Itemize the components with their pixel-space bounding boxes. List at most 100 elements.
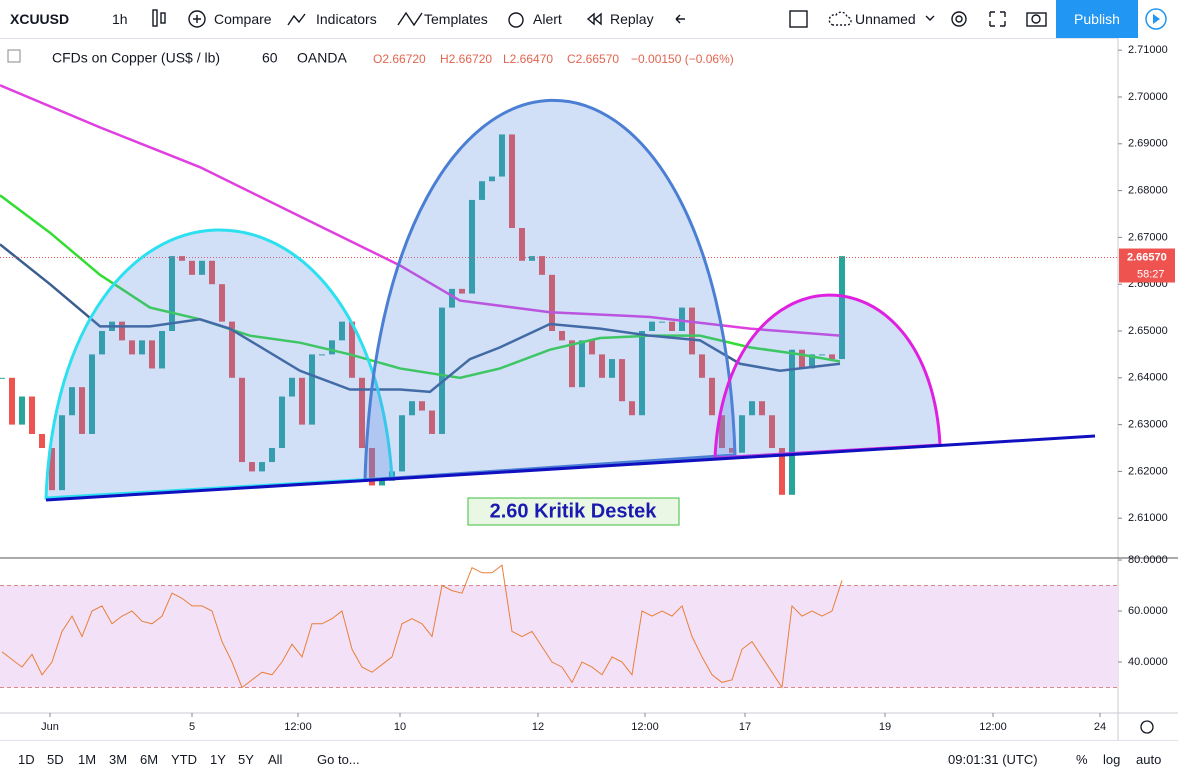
moving-average bbox=[0, 243, 841, 394]
candle bbox=[399, 415, 405, 472]
rsi-tick-label: 80.0000 bbox=[1128, 554, 1168, 566]
candle bbox=[539, 256, 545, 275]
log-toggle[interactable]: log bbox=[1103, 751, 1121, 767]
drawings bbox=[44, 98, 1096, 502]
range-button[interactable]: 6M bbox=[140, 751, 159, 767]
candle bbox=[789, 349, 795, 495]
candle bbox=[49, 448, 55, 491]
candle bbox=[489, 176, 495, 182]
arc-left bbox=[44, 228, 394, 500]
legend-name: CFDs on Copper (US$ / lb) bbox=[52, 50, 220, 66]
templates[interactable]: Templates bbox=[424, 11, 488, 27]
candle bbox=[379, 480, 385, 486]
x-tick-label: 12:00 bbox=[979, 721, 1007, 733]
candle bbox=[809, 354, 815, 369]
candle bbox=[159, 330, 165, 369]
clock: 09:01:31 (UTC) bbox=[948, 751, 1038, 767]
candle bbox=[459, 288, 465, 294]
price-axis-bg bbox=[1118, 38, 1178, 740]
y-tick-label: 2.61000 bbox=[1128, 512, 1168, 524]
rsi-band bbox=[0, 585, 1118, 688]
chart: 2.60 Kritik Destek CFDs on Copper (US$ /… bbox=[0, 38, 1178, 740]
candle bbox=[19, 396, 25, 425]
candle bbox=[729, 448, 735, 453]
candle bbox=[149, 340, 155, 369]
candle bbox=[339, 321, 345, 341]
candle bbox=[569, 340, 575, 388]
candle bbox=[839, 256, 845, 360]
legend-change: −0.00150 (−0.06%) bbox=[631, 52, 734, 66]
candle bbox=[199, 260, 205, 275]
top-toolbar bbox=[0, 0, 1178, 39]
candle bbox=[189, 260, 195, 275]
candle bbox=[589, 340, 595, 355]
candle bbox=[639, 330, 645, 416]
candle bbox=[519, 228, 525, 261]
x-tick-label: 24 bbox=[1094, 721, 1106, 733]
range-button[interactable]: 5D bbox=[47, 751, 64, 767]
candle bbox=[529, 256, 535, 261]
compare[interactable]: Compare bbox=[214, 11, 272, 27]
range-button[interactable]: All bbox=[268, 751, 283, 767]
moving-average bbox=[0, 194, 841, 380]
candle bbox=[99, 330, 105, 355]
moving-average bbox=[0, 84, 841, 337]
candle bbox=[559, 330, 565, 341]
legend-toggle[interactable] bbox=[7, 49, 21, 63]
x-tick-label: 12 bbox=[532, 721, 544, 733]
replay[interactable]: Replay bbox=[610, 11, 654, 27]
range-button[interactable]: 3M bbox=[109, 751, 128, 767]
candle bbox=[219, 284, 225, 322]
y-tick-label: 2.69000 bbox=[1128, 138, 1168, 150]
candle bbox=[89, 354, 95, 434]
annotation: 2.60 Kritik Destek bbox=[490, 500, 658, 522]
y-tick-label: 2.68000 bbox=[1128, 184, 1168, 196]
candle bbox=[209, 260, 215, 285]
x-tick-label: 12:00 bbox=[631, 721, 659, 733]
candle bbox=[29, 396, 35, 434]
range-button[interactable]: 1D bbox=[18, 751, 35, 767]
candle bbox=[549, 274, 555, 331]
legend-close: C2.66570 bbox=[567, 52, 619, 66]
last-price-box bbox=[1119, 248, 1175, 283]
candle bbox=[749, 401, 755, 416]
candle bbox=[579, 340, 585, 388]
candle bbox=[169, 256, 175, 331]
candle bbox=[269, 448, 275, 463]
range-button[interactable]: 1Y bbox=[210, 751, 226, 767]
publish-button[interactable]: Publish bbox=[1056, 0, 1138, 38]
candle bbox=[409, 401, 415, 416]
candle bbox=[799, 349, 805, 369]
range-button[interactable]: 1M bbox=[78, 751, 97, 767]
auto-toggle[interactable]: auto bbox=[1136, 751, 1162, 767]
alert[interactable]: Alert bbox=[533, 11, 562, 27]
y-tick-label: 2.64000 bbox=[1128, 372, 1168, 384]
candle bbox=[59, 415, 65, 491]
candle bbox=[469, 199, 475, 294]
rsi-tick-label: 40.0000 bbox=[1128, 656, 1168, 668]
settings-icon[interactable] bbox=[1140, 720, 1154, 734]
candle bbox=[689, 307, 695, 355]
toolbar-icons bbox=[152, 8, 1167, 30]
candle bbox=[479, 181, 485, 200]
indicators[interactable]: Indicators bbox=[316, 11, 377, 27]
x-tick-label: 12:00 bbox=[284, 721, 312, 733]
candle bbox=[289, 377, 295, 397]
legend-interval: 60 bbox=[262, 50, 278, 66]
x-tick-label: 19 bbox=[879, 721, 891, 733]
range-button[interactable]: YTD bbox=[171, 751, 197, 767]
goto[interactable]: Go to... bbox=[317, 751, 360, 767]
percent-toggle[interactable]: % bbox=[1076, 751, 1088, 767]
candle bbox=[239, 377, 245, 463]
y-tick-label: 2.71000 bbox=[1128, 44, 1168, 56]
candle bbox=[419, 401, 425, 411]
arc-right bbox=[713, 293, 942, 460]
rsi-tick-label: 60.0000 bbox=[1128, 605, 1168, 617]
symbol[interactable]: XCUUSD bbox=[10, 11, 70, 27]
candle bbox=[299, 377, 305, 425]
layout-name[interactable]: Unnamed bbox=[855, 11, 916, 27]
candle bbox=[0, 377, 6, 379]
interval[interactable]: 1h bbox=[112, 11, 128, 27]
range-button[interactable]: 5Y bbox=[238, 751, 254, 767]
candle bbox=[129, 340, 135, 355]
